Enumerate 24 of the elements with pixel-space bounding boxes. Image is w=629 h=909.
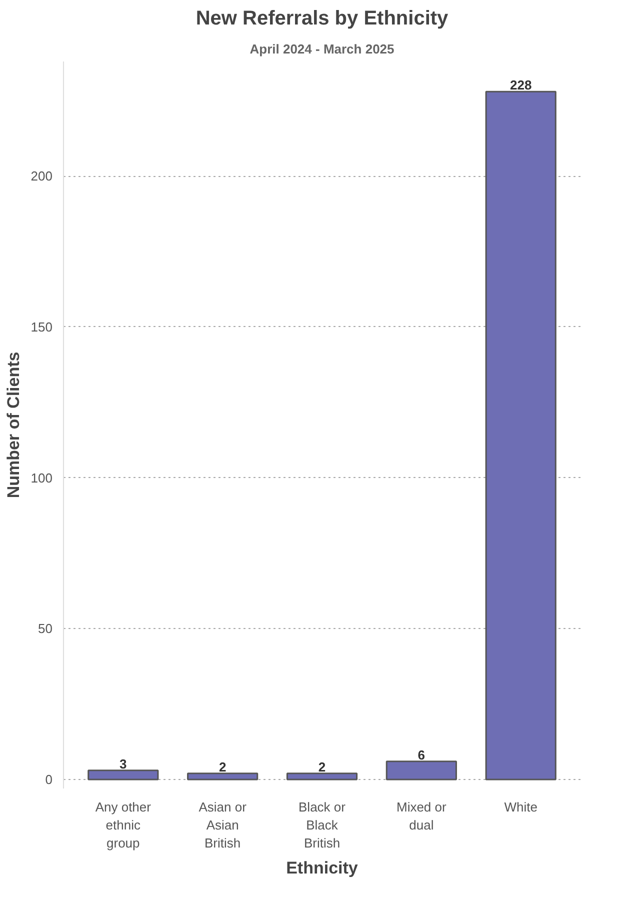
y-tick-label: 200 bbox=[30, 168, 53, 184]
y-tick-label: 150 bbox=[30, 319, 53, 334]
x-tick-label: Black or Black British bbox=[298, 800, 346, 850]
x-tick-label: Any other ethnic group bbox=[95, 800, 152, 850]
data-label: 3 bbox=[120, 756, 127, 772]
bar bbox=[88, 770, 159, 780]
y-tick-label: 50 bbox=[38, 621, 53, 636]
bar bbox=[286, 772, 358, 780]
chart-subtitle: April 2024 - March 2025 bbox=[250, 42, 394, 56]
x-tick-label: White bbox=[504, 800, 538, 814]
x-tick-label: Asian or Asian British bbox=[198, 800, 248, 850]
y-tick-label: 100 bbox=[30, 470, 53, 486]
bar bbox=[386, 760, 457, 780]
x-axis-title: Ethnicity bbox=[286, 858, 358, 878]
y-tick-label: 0 bbox=[45, 772, 53, 787]
bar bbox=[187, 772, 258, 780]
data-label: 2 bbox=[318, 759, 326, 774]
data-label: 2 bbox=[218, 759, 226, 774]
chart-title: New Referrals by Ethnicity bbox=[196, 8, 450, 30]
data-label: 6 bbox=[418, 747, 426, 762]
y-axis-title: Number of Clients bbox=[4, 352, 23, 498]
data-label: 228 bbox=[510, 78, 532, 93]
x-tick-label: Mixed or dual bbox=[396, 800, 448, 832]
bar bbox=[485, 90, 556, 780]
